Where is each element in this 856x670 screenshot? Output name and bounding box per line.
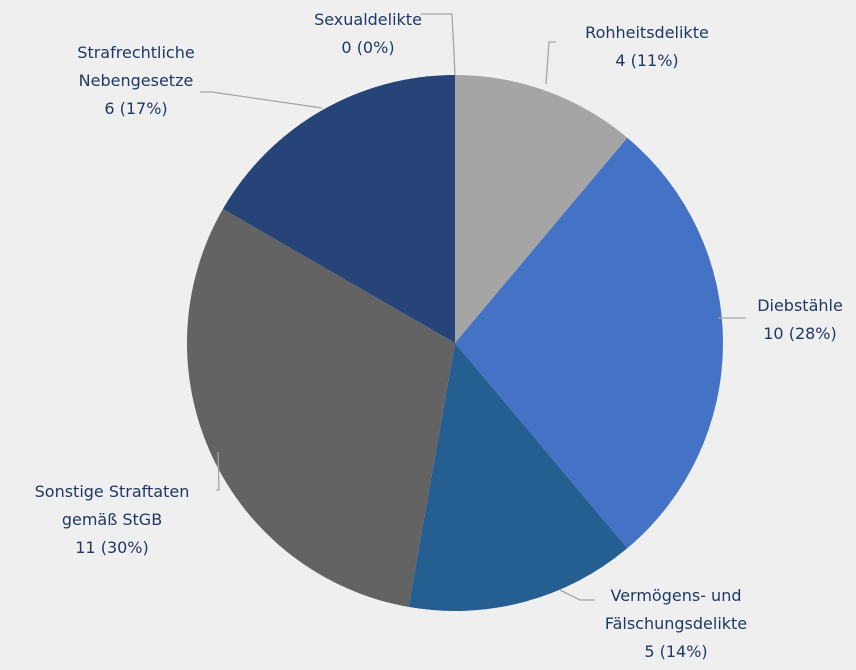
data-label: Sonstige Straftaten gemäß StGB 11 (30%) (0, 478, 232, 562)
category-label: Diebstähle (757, 296, 843, 315)
value-label: 6 (17%) (104, 99, 168, 118)
value-label: 4 (11%) (615, 51, 679, 70)
pie-slice (455, 137, 723, 549)
category-label: Sonstige Straftaten gemäß StGB (34, 482, 190, 529)
category-label: Sexualdelikte (314, 10, 422, 29)
pie-slice (222, 75, 455, 343)
data-label: Strafrechtliche Nebengesetze 6 (17%) (16, 39, 256, 123)
leader-line (559, 589, 595, 601)
pie-slice (455, 75, 628, 343)
category-label: Rohheitsdelikte (585, 23, 709, 42)
leader-line (216, 451, 220, 491)
value-label: 5 (14%) (644, 642, 708, 661)
leader-line (421, 13, 456, 76)
category-label: Vermögens- und Fälschungsdelikte (604, 586, 748, 633)
data-label: Sexualdelikte 0 (0%) (248, 6, 488, 62)
value-label: 10 (28%) (763, 324, 837, 343)
leader-line (545, 41, 556, 85)
value-label: 0 (0%) (341, 38, 395, 57)
data-label: Rohheitsdelikte 4 (11%) (527, 19, 767, 75)
leader-line (200, 91, 323, 109)
category-label: Strafrechtliche Nebengesetze (77, 43, 195, 90)
value-label: 11 (30%) (75, 538, 149, 557)
pie-slice (408, 343, 628, 611)
data-label: Diebstähle 10 (28%) (680, 292, 856, 348)
pie-slice (187, 209, 455, 607)
data-label: Vermögens- und Fälschungsdelikte 5 (14%) (556, 582, 796, 666)
